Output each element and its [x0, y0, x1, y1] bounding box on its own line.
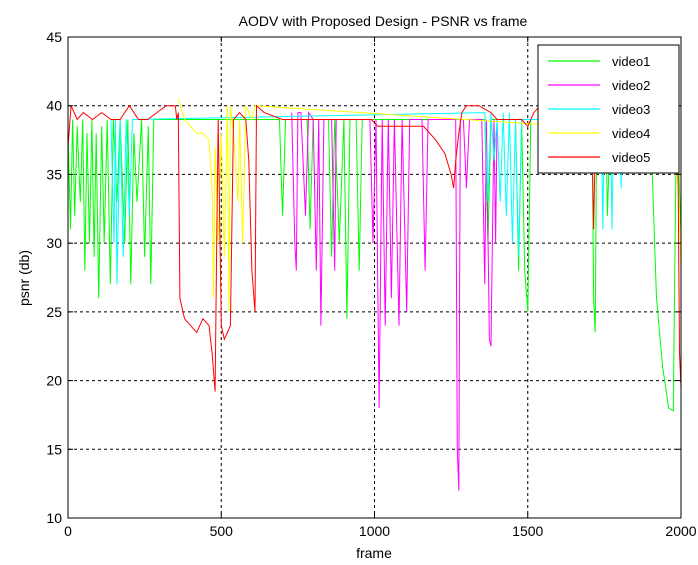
y-tick-label: 35 [46, 166, 62, 182]
y-tick-label: 40 [46, 98, 62, 114]
legend-entry: video4 [612, 126, 650, 141]
y-tick-label: 45 [46, 29, 62, 45]
y-tick-label: 25 [46, 304, 62, 320]
y-axis-label: psnr (db) [16, 250, 32, 306]
legend-entry: video5 [612, 150, 650, 165]
y-tick-label: 15 [46, 441, 62, 457]
legend-entry: video1 [612, 54, 650, 69]
grid [68, 37, 681, 518]
chart-title: AODV with Proposed Design - PSNR vs fram… [239, 13, 528, 29]
y-tick-label: 30 [46, 235, 62, 251]
x-tick-label: 0 [64, 523, 72, 539]
x-tick-label: 1500 [512, 523, 543, 539]
x-tick-label: 500 [210, 523, 234, 539]
x-tick-label: 1000 [359, 523, 390, 539]
series-line-video2 [291, 111, 498, 491]
series-line-video4 [177, 98, 681, 312]
x-axis-label: frame [356, 545, 392, 561]
ticks: 0 500 1000 1500 2000 10 15 20 25 30 35 40 45 [46, 29, 696, 539]
y-tick-label: 20 [46, 373, 62, 389]
legend-entry: video3 [612, 102, 650, 117]
x-tick-label: 2000 [665, 523, 696, 539]
y-tick-label: 10 [46, 510, 62, 526]
series-line-video1 [68, 119, 681, 412]
legend: video1 video2 video3 video4 video5 [537, 44, 680, 174]
legend-entry: video2 [612, 78, 650, 93]
